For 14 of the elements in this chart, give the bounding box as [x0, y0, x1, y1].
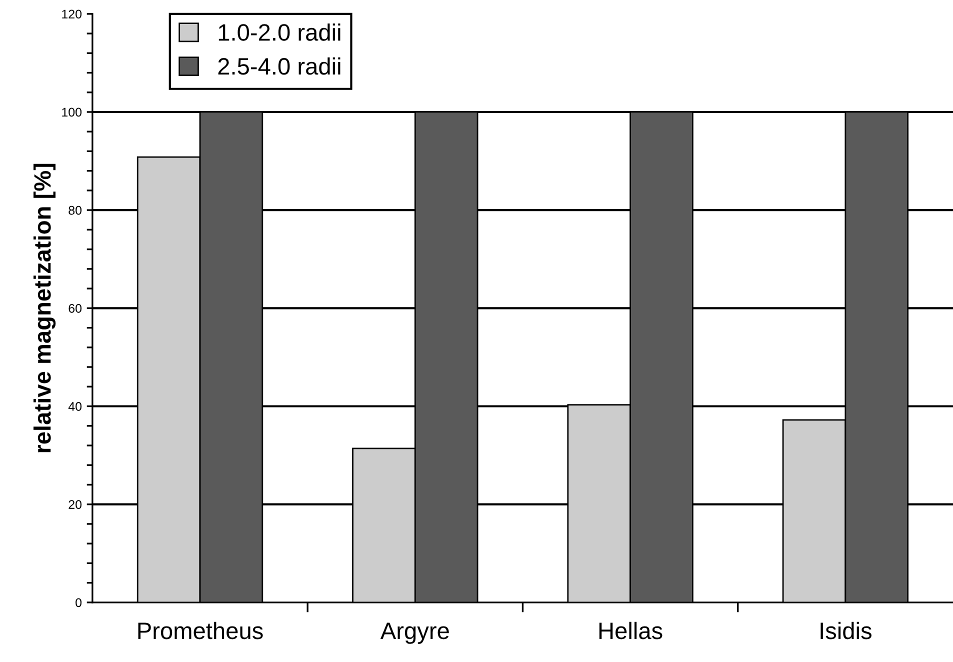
y-tick-label: 120 — [62, 10, 82, 19]
y-tick-label: 20 — [68, 500, 82, 509]
legend-label: 1.0-2.0 radii — [218, 23, 340, 41]
y-tick-label: 80 — [68, 206, 82, 215]
y-tick-label: 100 — [62, 108, 82, 117]
legend-label: 2.5-4.0 radii — [218, 57, 340, 75]
x-tick-label: Prometheus — [138, 622, 263, 640]
y-tick-label: 60 — [68, 304, 82, 313]
y-tick-label: 0 — [76, 598, 82, 608]
y-tick-label: 40 — [68, 402, 82, 411]
x-tick-label: Argyre — [380, 622, 449, 644]
y-axis-title: relative magnetization [%] — [34, 164, 56, 452]
x-tick-label: Isidis — [820, 622, 872, 640]
x-tick-label: Hellas — [599, 622, 662, 640]
